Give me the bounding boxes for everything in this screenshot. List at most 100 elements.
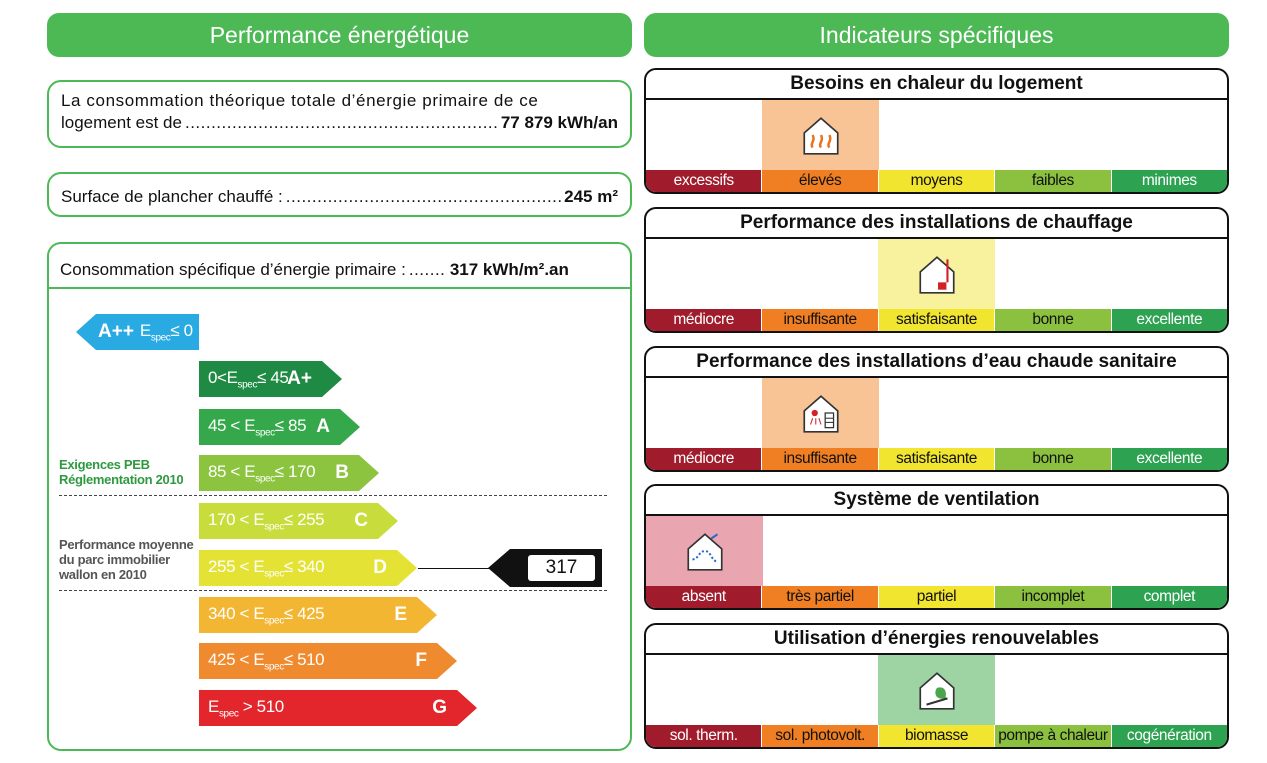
energy-class-range: 425 < Espec≤ 510 [208,649,325,673]
indicator-level-label: médiocre [646,309,762,331]
specific-consumption-label: Consommation spécifique d’énergie primai… [60,260,406,279]
indicator-level-label: insuffisante [761,309,878,331]
indicator-panel: Performance des installations d’eau chau… [644,346,1229,472]
peb-note-line: Exigences PEB [59,457,150,472]
indicator-level-label: insuffisante [761,448,878,470]
indicator-level-label: sol. photovolt. [761,725,878,747]
heating-installation-icon [919,256,955,294]
peb-note-line: Réglementation 2010 [59,472,184,487]
indicator-level-label: excessifs [646,170,762,192]
energy-class-letter: B [335,462,349,483]
avg-note-line: du parc immobilier [59,552,170,567]
indicator-panel: Performance des installations de chauffa… [644,207,1229,333]
energy-class-aplusplus-arrow: A++ Espec≤ 0 [76,314,199,350]
surface-label: Surface de plancher chauffé : [61,187,283,206]
indicator-level-bar: sol. therm. sol. photovolt. biomasse pompe … [646,725,1227,747]
marker-connector [418,568,490,569]
ventilation-icon [686,533,723,571]
indicator-level-label: minimes [1110,170,1227,192]
energy-class-range: 170 < Espec≤ 255 [208,509,325,533]
energy-class-range: Espec > 510 [208,696,284,720]
indicator-panel-title: Performance des installations d’eau chau… [646,348,1227,378]
indicator-level-label: moyens [877,170,995,192]
indicator-panel: Utilisation d’énergies renouvelables sol.… [644,623,1229,749]
selected-level-highlight [878,239,996,309]
energy-class-letter: F [415,650,427,671]
dot-leader [185,113,498,133]
heat-house-icon [803,117,839,155]
left-header-title: Performance énergétique [209,21,470,48]
indicator-level-bar: médiocre insuffisante satisfaisante bonne ex… [646,309,1227,331]
indicator-level-bar: excessifs élevés moyens faibles minimes [646,170,1227,192]
marker-value: 317 [545,557,578,578]
specific-consumption-value: 317 kWh/m².an [449,260,569,279]
energy-class-range: 85 < Espec≤ 170 [208,461,316,485]
energy-class-a-arrow: 45 < Espec≤ 85 A [199,409,360,445]
avg-note-line: Performance moyenne [59,537,194,552]
indicator-level-label: élevés [761,170,878,192]
indicator-level-label: pompe à chaleur [994,725,1111,747]
left-header: Performance énergétique [47,13,632,57]
energy-class-letter: E [394,604,407,625]
indicator-level-label: faibles [994,170,1111,192]
consumption-marker [488,549,602,587]
indicator-panel-title: Utilisation d’énergies renouvelables [646,625,1227,655]
indicator-level-label: bonne [994,448,1111,470]
energy-class-letter: G [432,697,447,718]
selected-level-highlight [762,378,880,448]
peb-threshold-line [59,495,607,496]
indicator-level-label: excellente [1110,448,1227,470]
indicator-panel-title: Besoins en chaleur du logement [646,70,1227,100]
indicator-level-label: très partiel [761,586,878,608]
indicator-level-label: biomasse [877,725,995,747]
indicator-level-label: satisfaisante [877,309,995,331]
indicator-level-label: satisfaisante [877,448,995,470]
energy-class-b-arrow: 85 < Espec≤ 170 B [199,455,379,491]
energy-class-aplus-arrow: 0<Espec≤ 45 A+ [199,361,342,397]
energy-class-range: 340 < Espec≤ 425 [208,603,325,627]
indicator-level-label: médiocre [646,448,762,470]
indicator-panel-body [646,378,1227,448]
indicator-level-label: partiel [877,586,995,608]
avg-note-line: wallon en 2010 [59,567,147,582]
indicator-level-label: absent [646,586,762,608]
total-consumption-value: 77 879 kWh/an [500,113,618,132]
indicator-panel-title: Performance des installations de chauffa… [646,209,1227,239]
energy-class-range: 45 < Espec≤ 85 [208,415,307,439]
energy-class-letter: A++ [98,321,134,342]
dot-leader [286,187,561,207]
energy-class-letter: D [373,557,387,578]
indicator-level-label: bonne [994,309,1111,331]
box-separator [47,287,632,289]
indicator-level-bar: absent très partiel partiel incomplet comple… [646,586,1227,608]
indicator-level-label: cogénération [1110,725,1227,747]
energy-class-letter: A+ [287,368,312,389]
indicator-panel-body [646,516,1227,586]
indicator-panel-title: Système de ventilation [646,486,1227,516]
average-performance-note: Performance moyenne du parc immobilier w… [59,537,194,582]
energy-class-letter: A [316,416,330,437]
energy-class-f-arrow: 425 < Espec≤ 510 F [199,643,457,679]
hot-water-icon [803,395,839,433]
right-header: Indicateurs spécifiques [644,13,1229,57]
energy-class-range: Espec≤ 0 [139,320,193,344]
surface-box: Surface de plancher chauffé : 245 m² [47,172,632,217]
total-consumption-text: La consommation théorique totale d’énerg… [61,91,539,110]
indicator-panel: Système de ventilation absent très partiel… [644,484,1229,610]
indicator-level-bar: médiocre insuffisante satisfaisante bonne ex… [646,448,1227,470]
energy-class-c-arrow: 170 < Espec≤ 255 C [199,503,398,539]
selected-level-highlight [762,100,880,170]
indicator-level-label: incomplet [994,586,1111,608]
right-header-title: Indicateurs spécifiques [819,21,1054,48]
total-consumption-box: La consommation théorique totale d’énerg… [47,80,632,148]
surface-value: 245 m² [564,187,618,206]
indicator-panel-body [646,100,1227,170]
indicator-panel-body [646,239,1227,309]
biomass-icon [919,672,955,710]
dot-leader [409,260,447,280]
indicator-level-label: excellente [1110,309,1227,331]
energy-class-g-arrow: Espec > 510 G [199,690,477,726]
energy-class-range: 0<Espec≤ 45 [208,367,289,391]
energy-class-e-arrow: 340 < Espec≤ 425 E [199,597,437,633]
indicator-panel: Besoins en chaleur du logement excessifs é… [644,68,1229,194]
